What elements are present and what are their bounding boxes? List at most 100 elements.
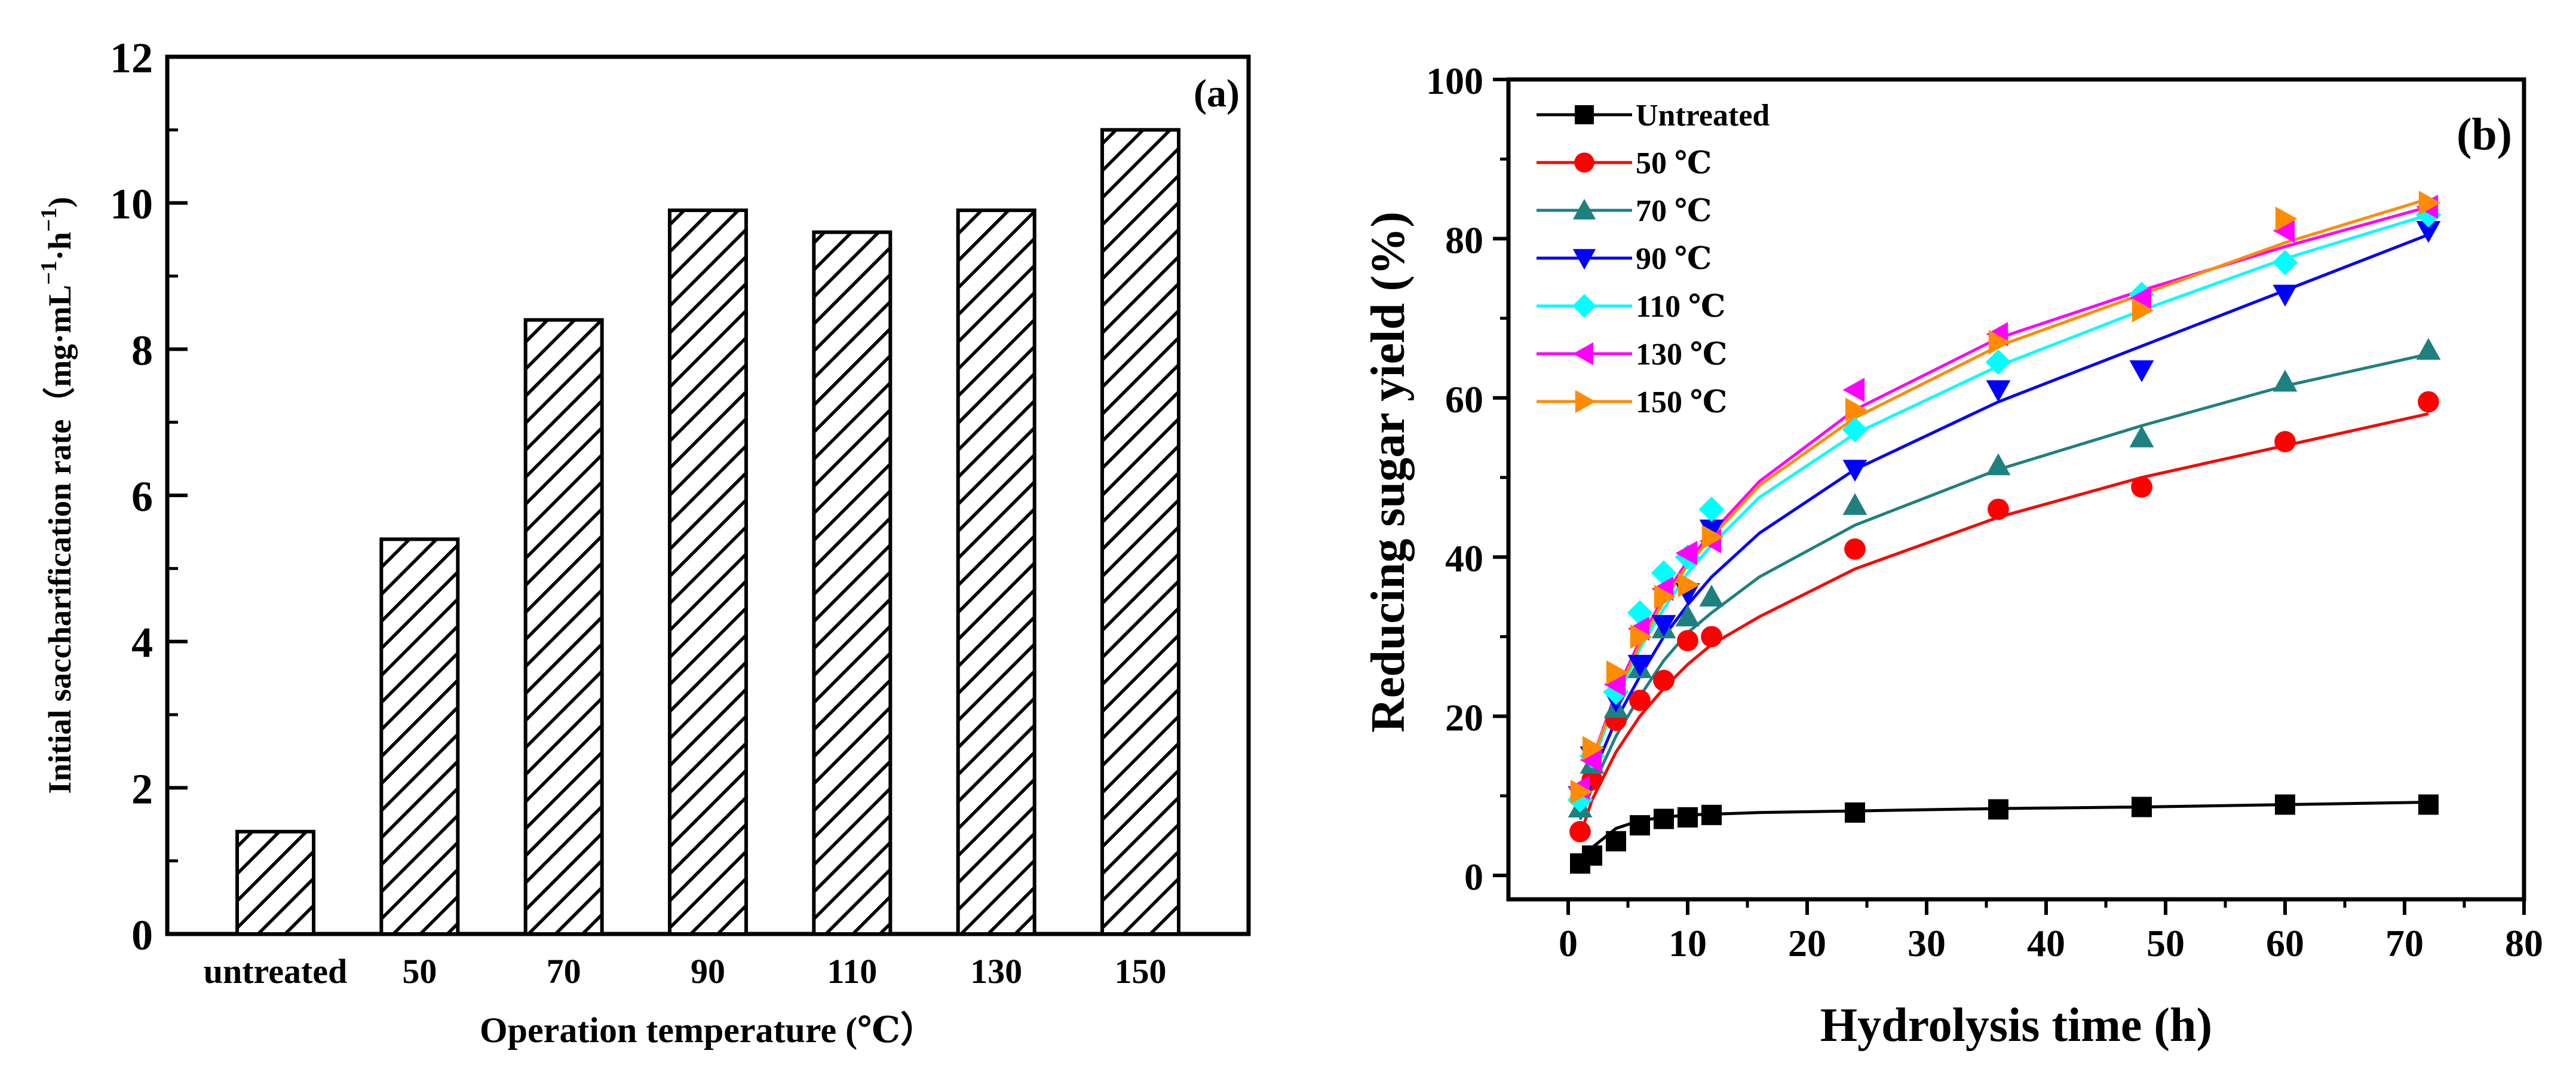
bar-110 (812, 230, 893, 936)
legend-label-untreated: Untreated (1636, 99, 1770, 133)
legend-marker-150 (1575, 390, 1596, 414)
point-90-t6 (1627, 654, 1652, 677)
point-untreated-t4 (1606, 831, 1626, 852)
panel-b-legend: Untreated 50 ℃ 70 ℃ 90 ℃ 110 ℃ 130 ℃ 150 ℃ (1537, 99, 1770, 419)
panel-a: 0 2 4 6 8 10 12 untreated 50 70 90 110 130 150 (a) O… (36, 34, 1251, 1050)
x-tick-label-untreated: untreated (204, 952, 348, 991)
legend-marker-70 (1572, 198, 1596, 220)
x-tick-label-80: 80 (2505, 922, 2543, 964)
panel-b-frame (1506, 77, 2526, 902)
y-tick-label-20: 20 (1445, 697, 1483, 739)
legend-label-150: 150 ℃ (1636, 385, 1727, 419)
y-tick-label-40: 40 (1445, 537, 1483, 580)
point-150-t12 (1701, 525, 1724, 550)
point-130-t24 (1842, 378, 1865, 402)
y-tick-label-6: 6 (131, 473, 153, 520)
legend-label-90: 90 ℃ (1636, 242, 1712, 276)
x-tick-label-110: 110 (827, 952, 877, 991)
legend-marker-130 (1572, 342, 1594, 366)
y-tick-label-100: 100 (1426, 60, 1483, 102)
x-tick-label-40: 40 (2027, 922, 2065, 964)
point-50-t10 (1677, 630, 1698, 651)
point-untreated-t12 (1701, 804, 1722, 825)
y-tick-label-0: 0 (1464, 856, 1483, 898)
x-tick-label-60: 60 (2266, 922, 2304, 964)
point-70-t12 (1699, 584, 1724, 607)
y-tick-label-4: 4 (131, 619, 153, 667)
panel-a-x-axis-title: Operation temperature (℃） (480, 1010, 936, 1050)
point-untreated-t24 (1845, 802, 1865, 823)
point-50-t1 (1569, 820, 1591, 843)
point-130-t4 (1603, 672, 1626, 697)
bar-130 (956, 208, 1036, 936)
legend-label-130: 130 ℃ (1636, 338, 1727, 372)
point-150-t1 (1570, 779, 1593, 804)
legend-marker-110 (1572, 294, 1596, 318)
point-70-t72 (2416, 338, 2441, 360)
point-90-t24 (1842, 460, 1867, 482)
panel-a-yticks: 0 2 4 6 8 10 12 (110, 34, 188, 959)
point-50-t60 (2274, 431, 2296, 452)
point-50-t6 (1629, 690, 1651, 711)
point-150-t60 (2275, 206, 2298, 231)
point-50-t8 (1653, 669, 1675, 691)
y-tick-label-10: 10 (110, 180, 153, 228)
x-tick-label-50: 50 (402, 952, 437, 991)
point-70-t60 (2273, 369, 2298, 392)
point-130-t48 (2129, 286, 2152, 311)
point-untreated-t8 (1654, 808, 1674, 829)
bar-70 (523, 318, 604, 936)
point-110-t24 (1842, 416, 1868, 443)
fit-line-70 (1578, 353, 2429, 820)
point-150-t36 (1988, 330, 2011, 354)
x-tick-label-0: 0 (1559, 922, 1578, 964)
point-70-t36 (1986, 453, 2011, 476)
point-50-t36 (1988, 498, 2009, 520)
y-tick-label-12: 12 (110, 34, 153, 82)
y-tick-label-60: 60 (1445, 378, 1483, 421)
point-90-t48 (2129, 360, 2154, 382)
point-untreated-t36 (1988, 799, 2008, 820)
panel-b-markers (1567, 191, 2442, 874)
x-tick-label-90: 90 (691, 952, 725, 991)
point-150-t24 (1845, 397, 1867, 422)
bar-untreated (235, 829, 315, 936)
panel-b-y-axis-title: Reducing sugar yield (%) (1362, 212, 1415, 733)
point-untreated-t60 (2275, 794, 2295, 815)
point-90-t36 (1986, 380, 2011, 402)
point-130-t60 (2273, 218, 2295, 243)
point-110-t36 (1985, 349, 2011, 375)
y-tick-label-8: 8 (131, 326, 153, 374)
bar-150 (1100, 128, 1180, 936)
point-110-t12 (1698, 497, 1725, 522)
bar-50 (379, 537, 460, 936)
legend-label-110: 110 ℃ (1636, 290, 1725, 324)
point-150-t2 (1582, 736, 1605, 761)
point-50-t12 (1701, 626, 1722, 648)
point-70-t48 (2129, 425, 2154, 448)
y-tick-label-0: 0 (131, 911, 153, 959)
panel-b-label: (b) (2457, 109, 2512, 160)
point-untreated-t48 (2132, 797, 2152, 817)
x-tick-label-70: 70 (547, 952, 581, 991)
panel-a-y-axis-title: Initial saccharification rate（mg·mL−1·h−… (36, 197, 78, 794)
legend-label-70: 70 ℃ (1636, 194, 1712, 228)
x-tick-label-130: 130 (970, 952, 1022, 991)
x-tick-label-70: 70 (2385, 922, 2424, 964)
point-untreated-t72 (2418, 794, 2439, 815)
x-tick-label-30: 30 (1908, 922, 1946, 964)
panel-b-x-axis-title: Hydrolysis time (h) (1820, 999, 2212, 1052)
panel-a-bars (235, 128, 1180, 936)
y-tick-label-2: 2 (131, 765, 153, 813)
point-70-t10 (1675, 604, 1700, 627)
point-130-t2 (1580, 748, 1602, 773)
panel-a-label: (a) (1194, 72, 1240, 115)
panel-b: 0 20 40 60 80 100 0 10 20 30 40 50 60 70 80 Untreated… (1362, 60, 2543, 1052)
y-tick-label-80: 80 (1445, 219, 1483, 261)
point-150-t6 (1630, 624, 1652, 649)
point-90-t72 (2416, 220, 2441, 243)
point-110-t60 (2272, 250, 2298, 275)
legend-marker-untreated (1575, 105, 1594, 124)
point-50-t48 (2131, 476, 2152, 498)
